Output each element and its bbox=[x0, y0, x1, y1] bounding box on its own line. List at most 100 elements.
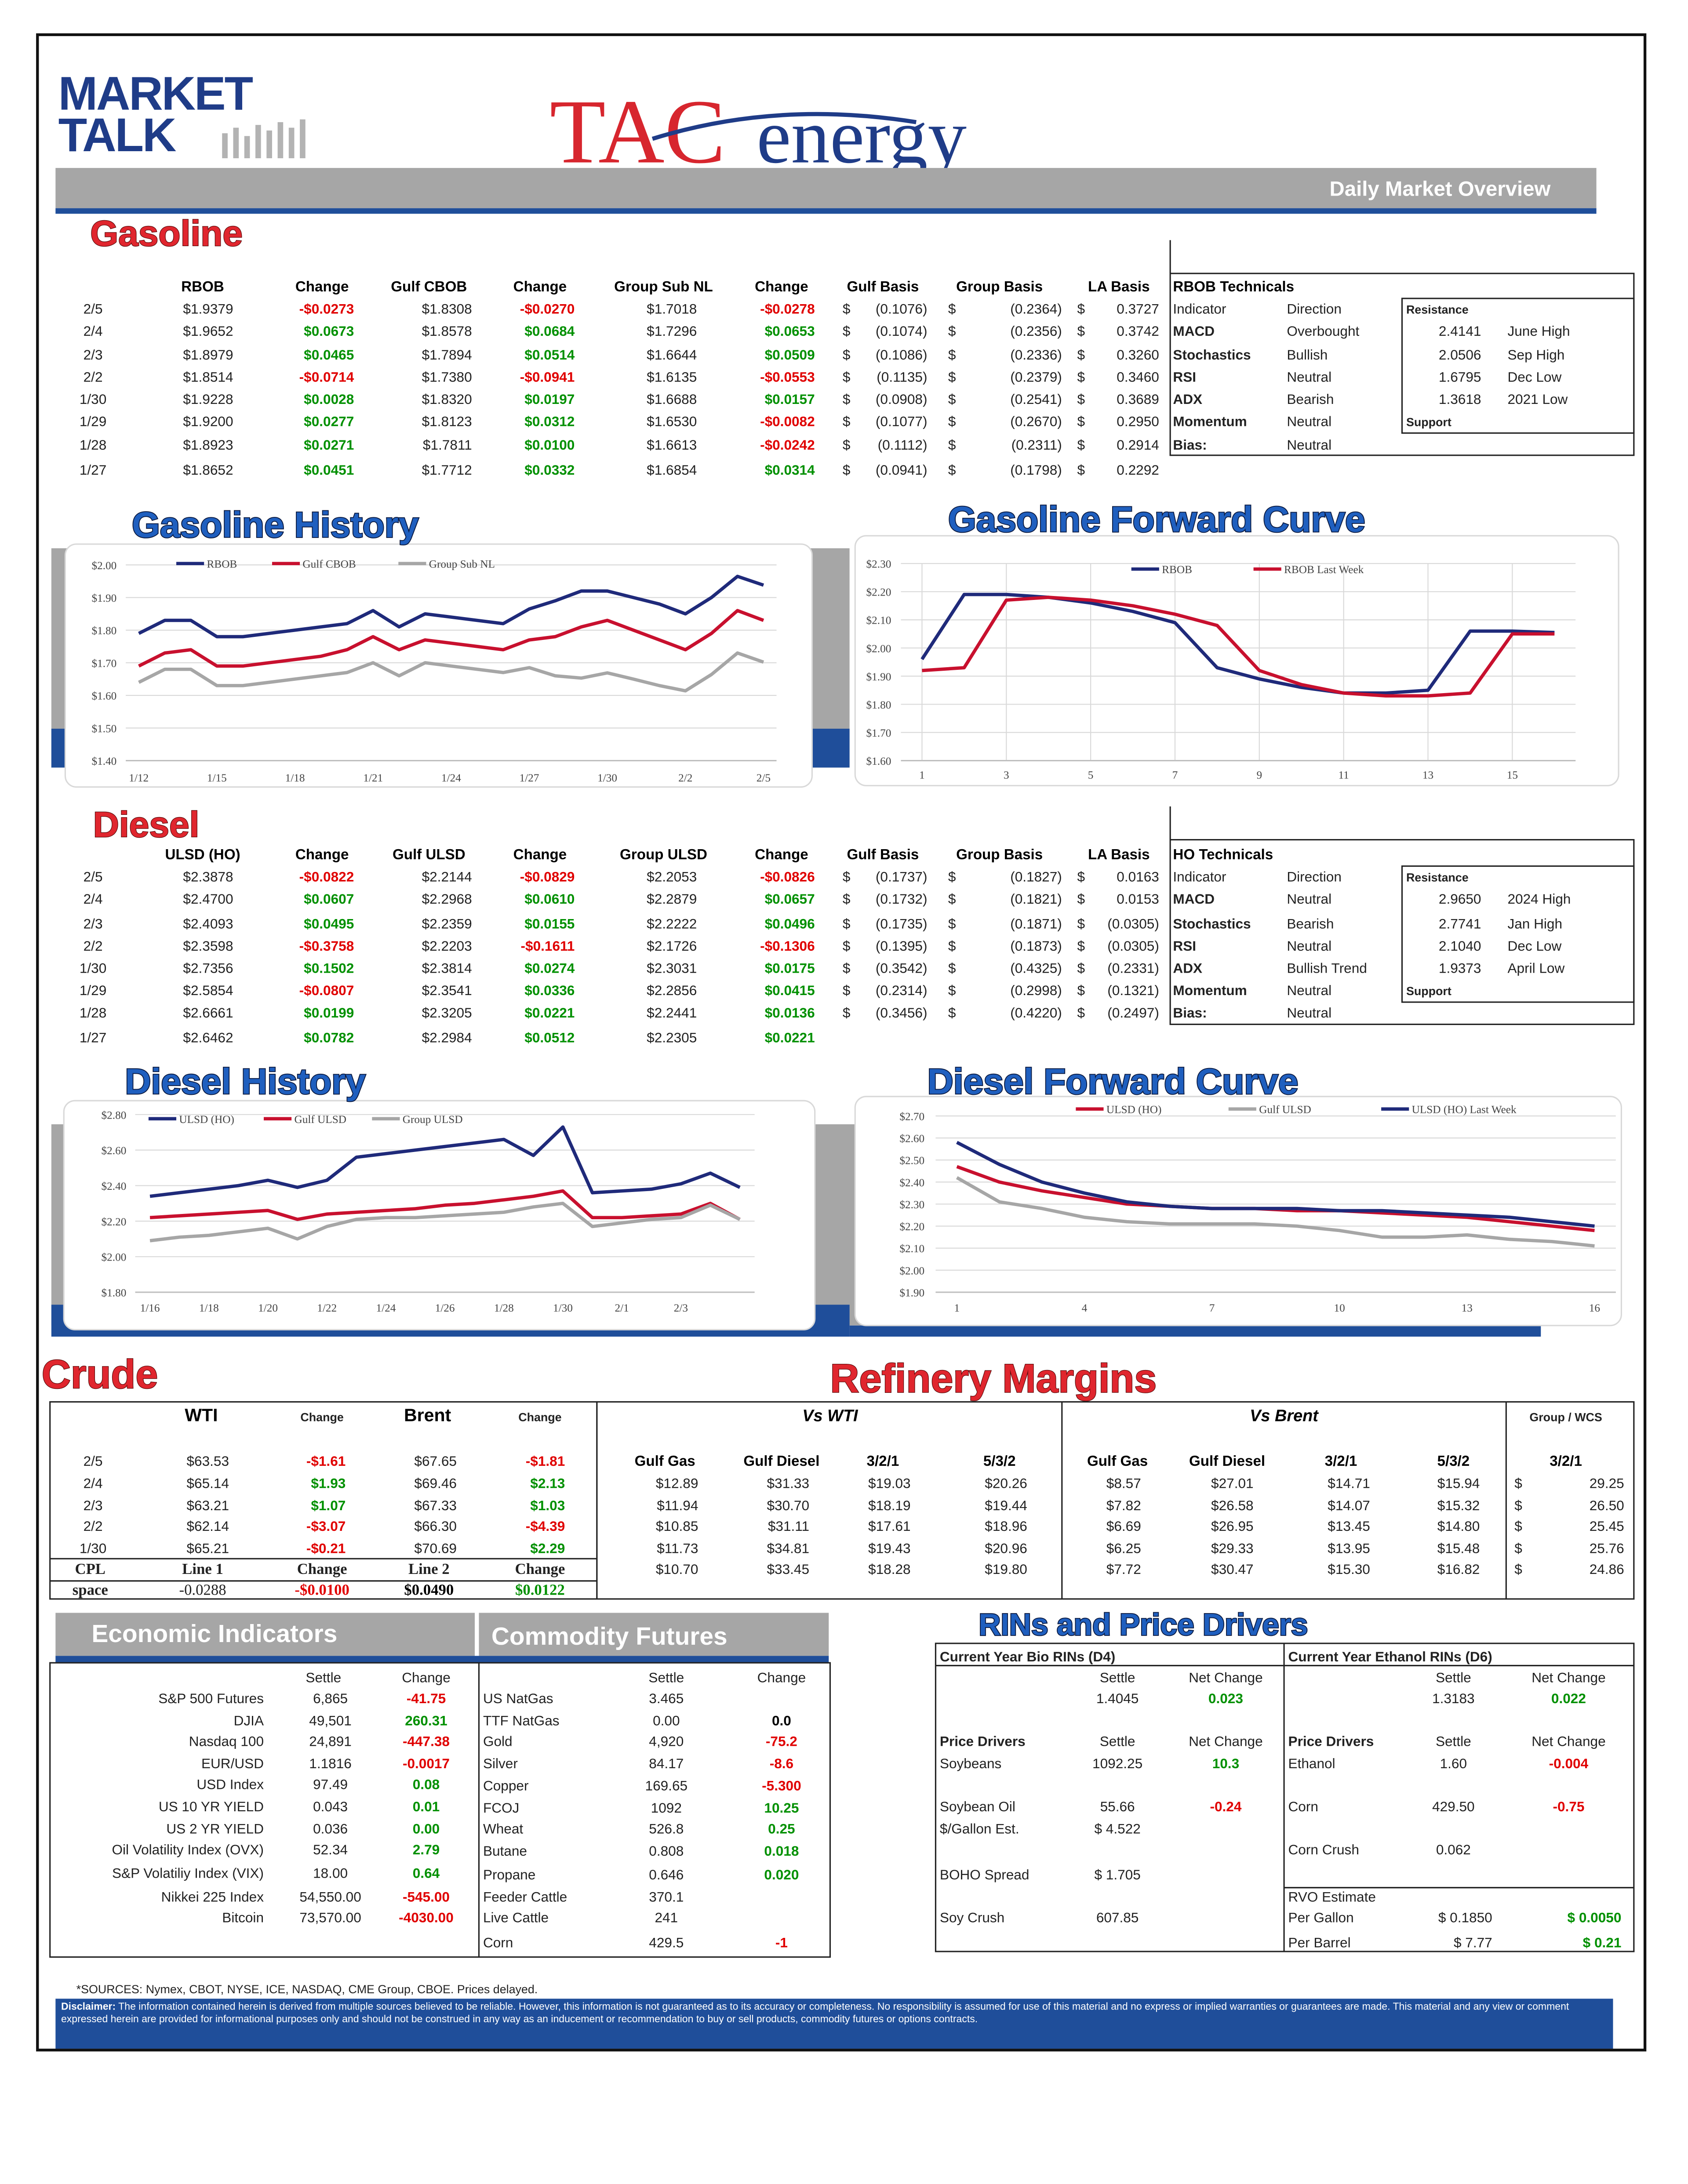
margin-value: $19.80 bbox=[985, 1561, 1027, 1577]
section-title: Crude bbox=[42, 1352, 158, 1397]
driver-name: BOHO Spread bbox=[940, 1867, 1030, 1882]
y-tick-label: $1.80 bbox=[866, 699, 891, 711]
indicator-name: US 10 YR YIELD bbox=[159, 1799, 264, 1814]
price-value: (0.1735) bbox=[876, 916, 928, 932]
change-value: -$0.0829 bbox=[520, 869, 575, 884]
cpl-cell: -0.0288 bbox=[179, 1581, 226, 1598]
drivers-title: Price Drivers bbox=[1288, 1733, 1374, 1749]
margin-value: $16.82 bbox=[1437, 1561, 1480, 1577]
y-tick-label: $1.60 bbox=[866, 755, 891, 767]
price-value: $2.1726 bbox=[647, 938, 697, 954]
margin-value: $6.25 bbox=[1106, 1541, 1141, 1556]
margin-value: $10.70 bbox=[656, 1561, 698, 1577]
commodity-name: Corn bbox=[483, 1935, 513, 1951]
econ-title: Economic Indicators bbox=[91, 1620, 337, 1648]
driver-name: Soybean Oil bbox=[940, 1799, 1015, 1814]
price-value: (0.2356) bbox=[1010, 323, 1062, 339]
header-rule bbox=[55, 208, 1597, 214]
x-tick-label: 13 bbox=[1462, 1302, 1473, 1314]
row-date: 2/5 bbox=[84, 869, 103, 884]
x-tick-label: 13 bbox=[1422, 769, 1433, 781]
currency-symbol: $ bbox=[1514, 1497, 1522, 1513]
price-value: (0.2314) bbox=[876, 982, 928, 998]
currency-symbol: $ bbox=[948, 301, 956, 317]
settle-value: 18.00 bbox=[313, 1865, 348, 1881]
margin-value: $8.57 bbox=[1106, 1475, 1141, 1491]
direction: Neutral bbox=[1287, 1005, 1331, 1021]
cpl-cell: $0.0490 bbox=[404, 1581, 454, 1598]
row-date: 1/28 bbox=[80, 1005, 106, 1021]
change-value: $0.0657 bbox=[765, 891, 815, 907]
commodity-name: Feeder Cattle bbox=[483, 1889, 567, 1904]
x-tick-label: 10 bbox=[1334, 1302, 1345, 1314]
x-tick-label: 1/26 bbox=[435, 1302, 455, 1314]
price-value: $2.2856 bbox=[647, 982, 697, 998]
price-value: (0.1395) bbox=[876, 938, 928, 954]
y-tick-label: $2.80 bbox=[102, 1109, 127, 1121]
indicator: ADX bbox=[1173, 960, 1202, 976]
price-value: $2.2984 bbox=[422, 1030, 472, 1046]
level-label: Sep High bbox=[1507, 347, 1564, 363]
level-value: 2.1040 bbox=[1439, 938, 1481, 954]
change-value: $0.0157 bbox=[765, 391, 815, 407]
currency-symbol: $ bbox=[1514, 1561, 1522, 1577]
currency-symbol: $ bbox=[843, 1005, 851, 1021]
driver-name: Corn bbox=[1288, 1799, 1318, 1814]
group-header: Group / WCS bbox=[1529, 1411, 1602, 1424]
legend-label: ULSD (HO) bbox=[179, 1113, 234, 1126]
levels-frame bbox=[1401, 865, 1635, 1003]
margin-value: 25.45 bbox=[1590, 1518, 1624, 1534]
change-value: $0.0277 bbox=[304, 414, 354, 429]
rvo-value: $ 0.1850 bbox=[1438, 1910, 1492, 1926]
commodity-name: FCOJ bbox=[483, 1800, 519, 1816]
row-date: 2/4 bbox=[84, 891, 103, 907]
direction: Neutral bbox=[1287, 414, 1331, 429]
price-value: (0.1827) bbox=[1010, 869, 1062, 884]
level-value: 1.9373 bbox=[1439, 960, 1481, 976]
rins-panel-title: Current Year Ethanol RINs (D6) bbox=[1288, 1649, 1492, 1664]
price-value: (0.1135) bbox=[877, 369, 927, 385]
disclaimer-text: The information contained herein is deri… bbox=[61, 2000, 1569, 2025]
y-tick-label: $2.30 bbox=[899, 1199, 924, 1211]
legend-label: Gulf CBOB bbox=[302, 558, 356, 571]
y-tick-label: $1.70 bbox=[866, 727, 891, 739]
commodity-name: Propane bbox=[483, 1867, 535, 1882]
currency-symbol: $ bbox=[948, 323, 956, 339]
level-value: 2.7741 bbox=[1439, 916, 1481, 932]
margin-value: $14.71 bbox=[1328, 1475, 1370, 1491]
legend-label: ULSD (HO) Last Week bbox=[1412, 1104, 1517, 1116]
column-header: Change bbox=[518, 1411, 561, 1424]
margin-value: $31.11 bbox=[768, 1518, 809, 1534]
change-value: $0.0495 bbox=[304, 916, 354, 932]
price-value: $1.9652 bbox=[183, 323, 233, 339]
currency-symbol: $ bbox=[843, 462, 851, 478]
price-value: $2.2305 bbox=[647, 1030, 697, 1046]
change-value: -$1.61 bbox=[306, 1453, 346, 1469]
change-value: $0.0136 bbox=[765, 1005, 815, 1021]
legend-label: RBOB Last Week bbox=[1284, 563, 1364, 576]
change-value: -5.300 bbox=[762, 1778, 801, 1794]
column-header: Change bbox=[513, 847, 567, 863]
column-header: Indicator bbox=[1173, 869, 1226, 884]
brand-swoosh bbox=[651, 112, 917, 141]
price-value: $65.21 bbox=[187, 1541, 229, 1556]
commodity-name: Copper bbox=[483, 1778, 529, 1794]
price-value: $2.2879 bbox=[647, 891, 697, 907]
price-value: (0.2311) bbox=[1011, 437, 1062, 453]
column-header: WTI bbox=[185, 1405, 218, 1425]
price-value: $1.7894 bbox=[422, 347, 472, 363]
currency-symbol: $ bbox=[948, 347, 956, 363]
margin-value: $31.33 bbox=[767, 1475, 810, 1491]
currency-symbol: $ bbox=[843, 301, 851, 317]
margin-value: $15.48 bbox=[1437, 1541, 1480, 1556]
commodity-name: Live Cattle bbox=[483, 1910, 549, 1926]
direction: Bearish bbox=[1287, 391, 1334, 407]
indicator-name: Bitcoin bbox=[222, 1910, 264, 1926]
settle-value: 1.4045 bbox=[1096, 1690, 1139, 1706]
settle-value: 1.1816 bbox=[309, 1755, 352, 1771]
margin-value: $34.81 bbox=[767, 1541, 810, 1556]
change-value: -$0.0807 bbox=[299, 982, 354, 998]
direction: Overbought bbox=[1287, 323, 1359, 339]
level-label: June High bbox=[1507, 323, 1570, 339]
series-line bbox=[956, 1176, 1595, 1248]
